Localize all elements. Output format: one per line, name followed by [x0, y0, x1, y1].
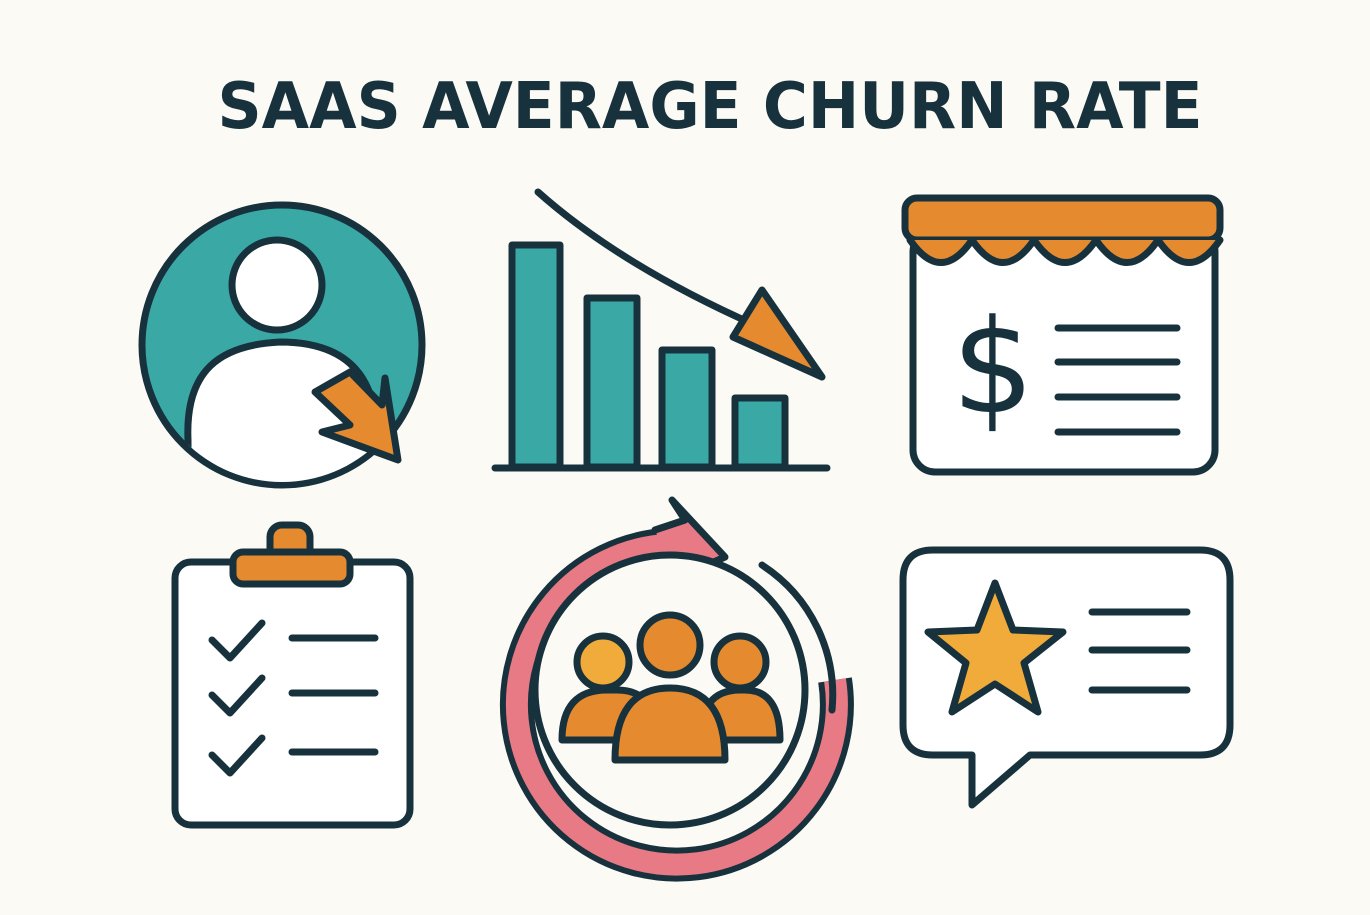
decline-chart-icon	[491, 188, 831, 472]
title: SAAS AVERAGE CHURN RATE	[218, 70, 1203, 144]
checklist-icon	[171, 521, 414, 829]
dollar-symbol: $	[952, 291, 1035, 443]
store-pricing-icon: $	[901, 194, 1224, 476]
review-icon	[899, 546, 1234, 809]
retention-icon	[499, 496, 854, 882]
user-churn-icon	[138, 201, 426, 489]
